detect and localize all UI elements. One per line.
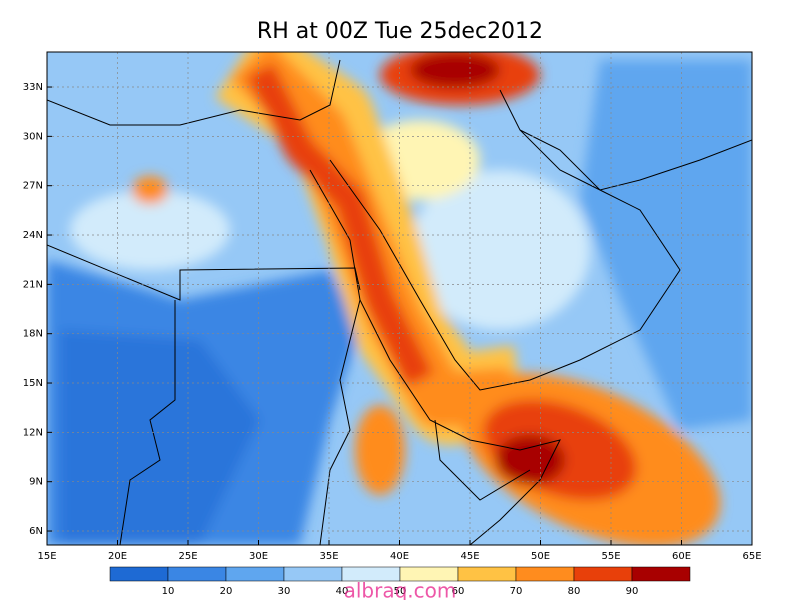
watermark: albraq.com bbox=[344, 579, 457, 601]
map-title: RH at 00Z Tue 25dec2012 bbox=[257, 19, 543, 44]
y-tick-label: 24N bbox=[23, 230, 43, 241]
x-tick-label: 40E bbox=[390, 551, 409, 562]
y-tick-label: 27N bbox=[23, 181, 43, 192]
x-tick-label: 45E bbox=[460, 551, 479, 562]
coastlines bbox=[47, 59, 752, 545]
y-tick-label: 30N bbox=[23, 131, 43, 142]
colorbar-label: 20 bbox=[220, 586, 233, 597]
x-tick-label: 20E bbox=[108, 551, 127, 562]
y-tick-label: 21N bbox=[23, 279, 43, 290]
y-tick-label: 18N bbox=[23, 329, 43, 340]
x-tick-label: 60E bbox=[672, 551, 691, 562]
colorbar-label: 70 bbox=[510, 586, 523, 597]
y-tick-label: 9N bbox=[29, 477, 43, 488]
colorbar-label: 10 bbox=[162, 586, 175, 597]
colorbar-swatch bbox=[515, 566, 575, 582]
colorbar-label: 80 bbox=[568, 586, 581, 597]
colorbar-swatch bbox=[225, 566, 285, 582]
x-tick-label: 30E bbox=[249, 551, 268, 562]
colorbar-swatch bbox=[457, 566, 517, 582]
colorbar-label: 60 bbox=[452, 586, 465, 597]
colorbar-label: 40 bbox=[336, 586, 349, 597]
colorbar-label: 30 bbox=[278, 586, 291, 597]
y-tick-label: 12N bbox=[23, 427, 43, 438]
rh-field bbox=[47, 52, 752, 545]
y-tick-label: 15N bbox=[23, 378, 43, 389]
colorbar-swatch bbox=[109, 566, 169, 582]
x-tick-label: 35E bbox=[319, 551, 338, 562]
x-tick-label: 15E bbox=[37, 551, 56, 562]
y-tick-label: 6N bbox=[29, 526, 43, 537]
x-tick-label: 50E bbox=[531, 551, 550, 562]
y-tick-label: 33N bbox=[23, 82, 43, 93]
colorbar-swatch bbox=[167, 566, 227, 582]
x-tick-label: 55E bbox=[601, 551, 620, 562]
colorbar-swatch bbox=[573, 566, 633, 582]
x-tick-label: 25E bbox=[178, 551, 197, 562]
colorbar-swatch bbox=[631, 566, 691, 582]
x-tick-label: 65E bbox=[742, 551, 761, 562]
colorbar-swatch bbox=[283, 566, 343, 582]
colorbar-label: 50 bbox=[394, 586, 407, 597]
colorbar-label: 90 bbox=[626, 586, 639, 597]
